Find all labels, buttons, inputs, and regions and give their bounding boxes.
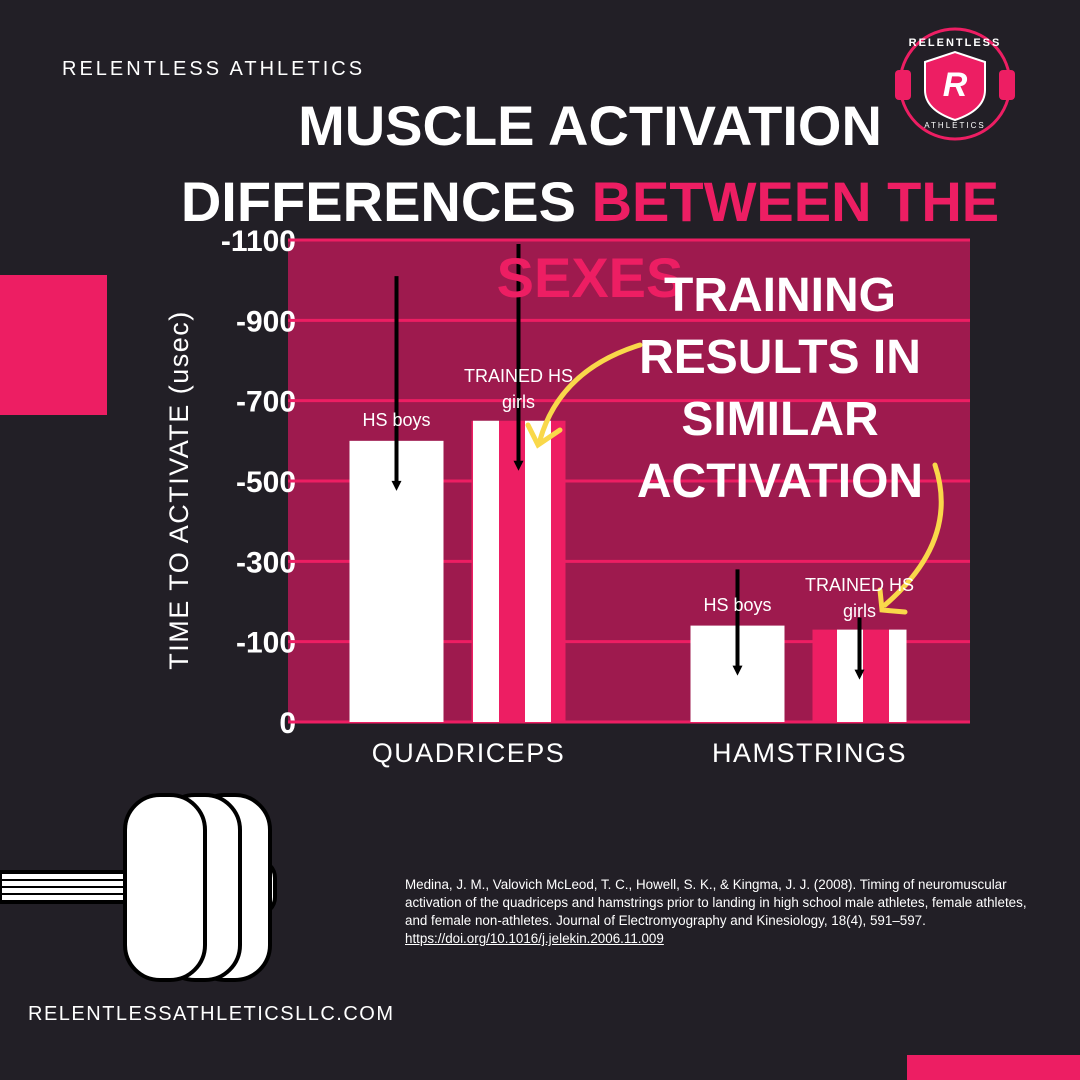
x-tick-label: HAMSTRINGS	[712, 738, 907, 768]
citation: Medina, J. M., Valovich McLeod, T. C., H…	[405, 876, 1045, 948]
title-line: MUSCLE ACTIVATION	[298, 94, 882, 157]
series-label: HS boys	[703, 594, 772, 615]
x-tick-label: QUADRICEPS	[372, 738, 566, 768]
chart-title: MUSCLE ACTIVATION DIFFERENCES BETWEEN THE…	[100, 88, 1080, 316]
y-tick-label: -700	[236, 386, 296, 419]
plot: 0 -100 -300 -500 -700 -900 -1100 TIME TO ACTIVA…	[164, 225, 970, 740]
annotation: TRAINING RESULTS IN SIMILAR ACTIVATION	[636, 269, 924, 508]
bar	[471, 420, 566, 722]
error-marker	[732, 665, 743, 676]
logo: R RELENTLESS ATHLETICS	[895, 27, 1015, 141]
y-tick-label: -500	[236, 466, 296, 499]
title-line: DIFFERENCES	[180, 170, 577, 233]
brand: RELENTLESS ATHLETICS	[62, 58, 366, 80]
logo-letter: R	[943, 66, 968, 104]
series-label: TRAINED HS girls	[804, 574, 914, 621]
series-label: HS boys	[362, 409, 431, 430]
error-marker	[391, 480, 402, 491]
citation-link[interactable]: https://doi.org/10.1016/j.jelekin.2006.1…	[405, 931, 664, 946]
y-tick-label: -1100	[221, 225, 296, 258]
logo-bottom: ATHLETICS	[924, 121, 985, 130]
arrows	[525, 342, 944, 615]
logo-top: RELENTLESS	[909, 37, 1002, 49]
series-label: TRAINED HS girls	[463, 365, 573, 412]
deco-block	[907, 1055, 1080, 1080]
y-tick-label: -900	[236, 305, 296, 338]
citation-text: Medina, J. M., Valovich McLeod, T. C., H…	[405, 877, 1027, 928]
title-highlight: BETWEEN THE SEXES	[496, 170, 1000, 309]
y-tick-label: -100	[236, 627, 296, 660]
y-tick-label: 0	[279, 707, 296, 740]
website: RELENTLESSATHLETICSLLC.COM	[28, 1003, 395, 1025]
barbell	[0, 793, 277, 982]
error-marker	[513, 460, 524, 471]
error-marker	[854, 669, 865, 680]
y-axis-label: TIME TO ACTIVATE (usec)	[164, 310, 194, 670]
y-tick-label: -300	[236, 546, 296, 579]
deco-block	[0, 275, 107, 415]
